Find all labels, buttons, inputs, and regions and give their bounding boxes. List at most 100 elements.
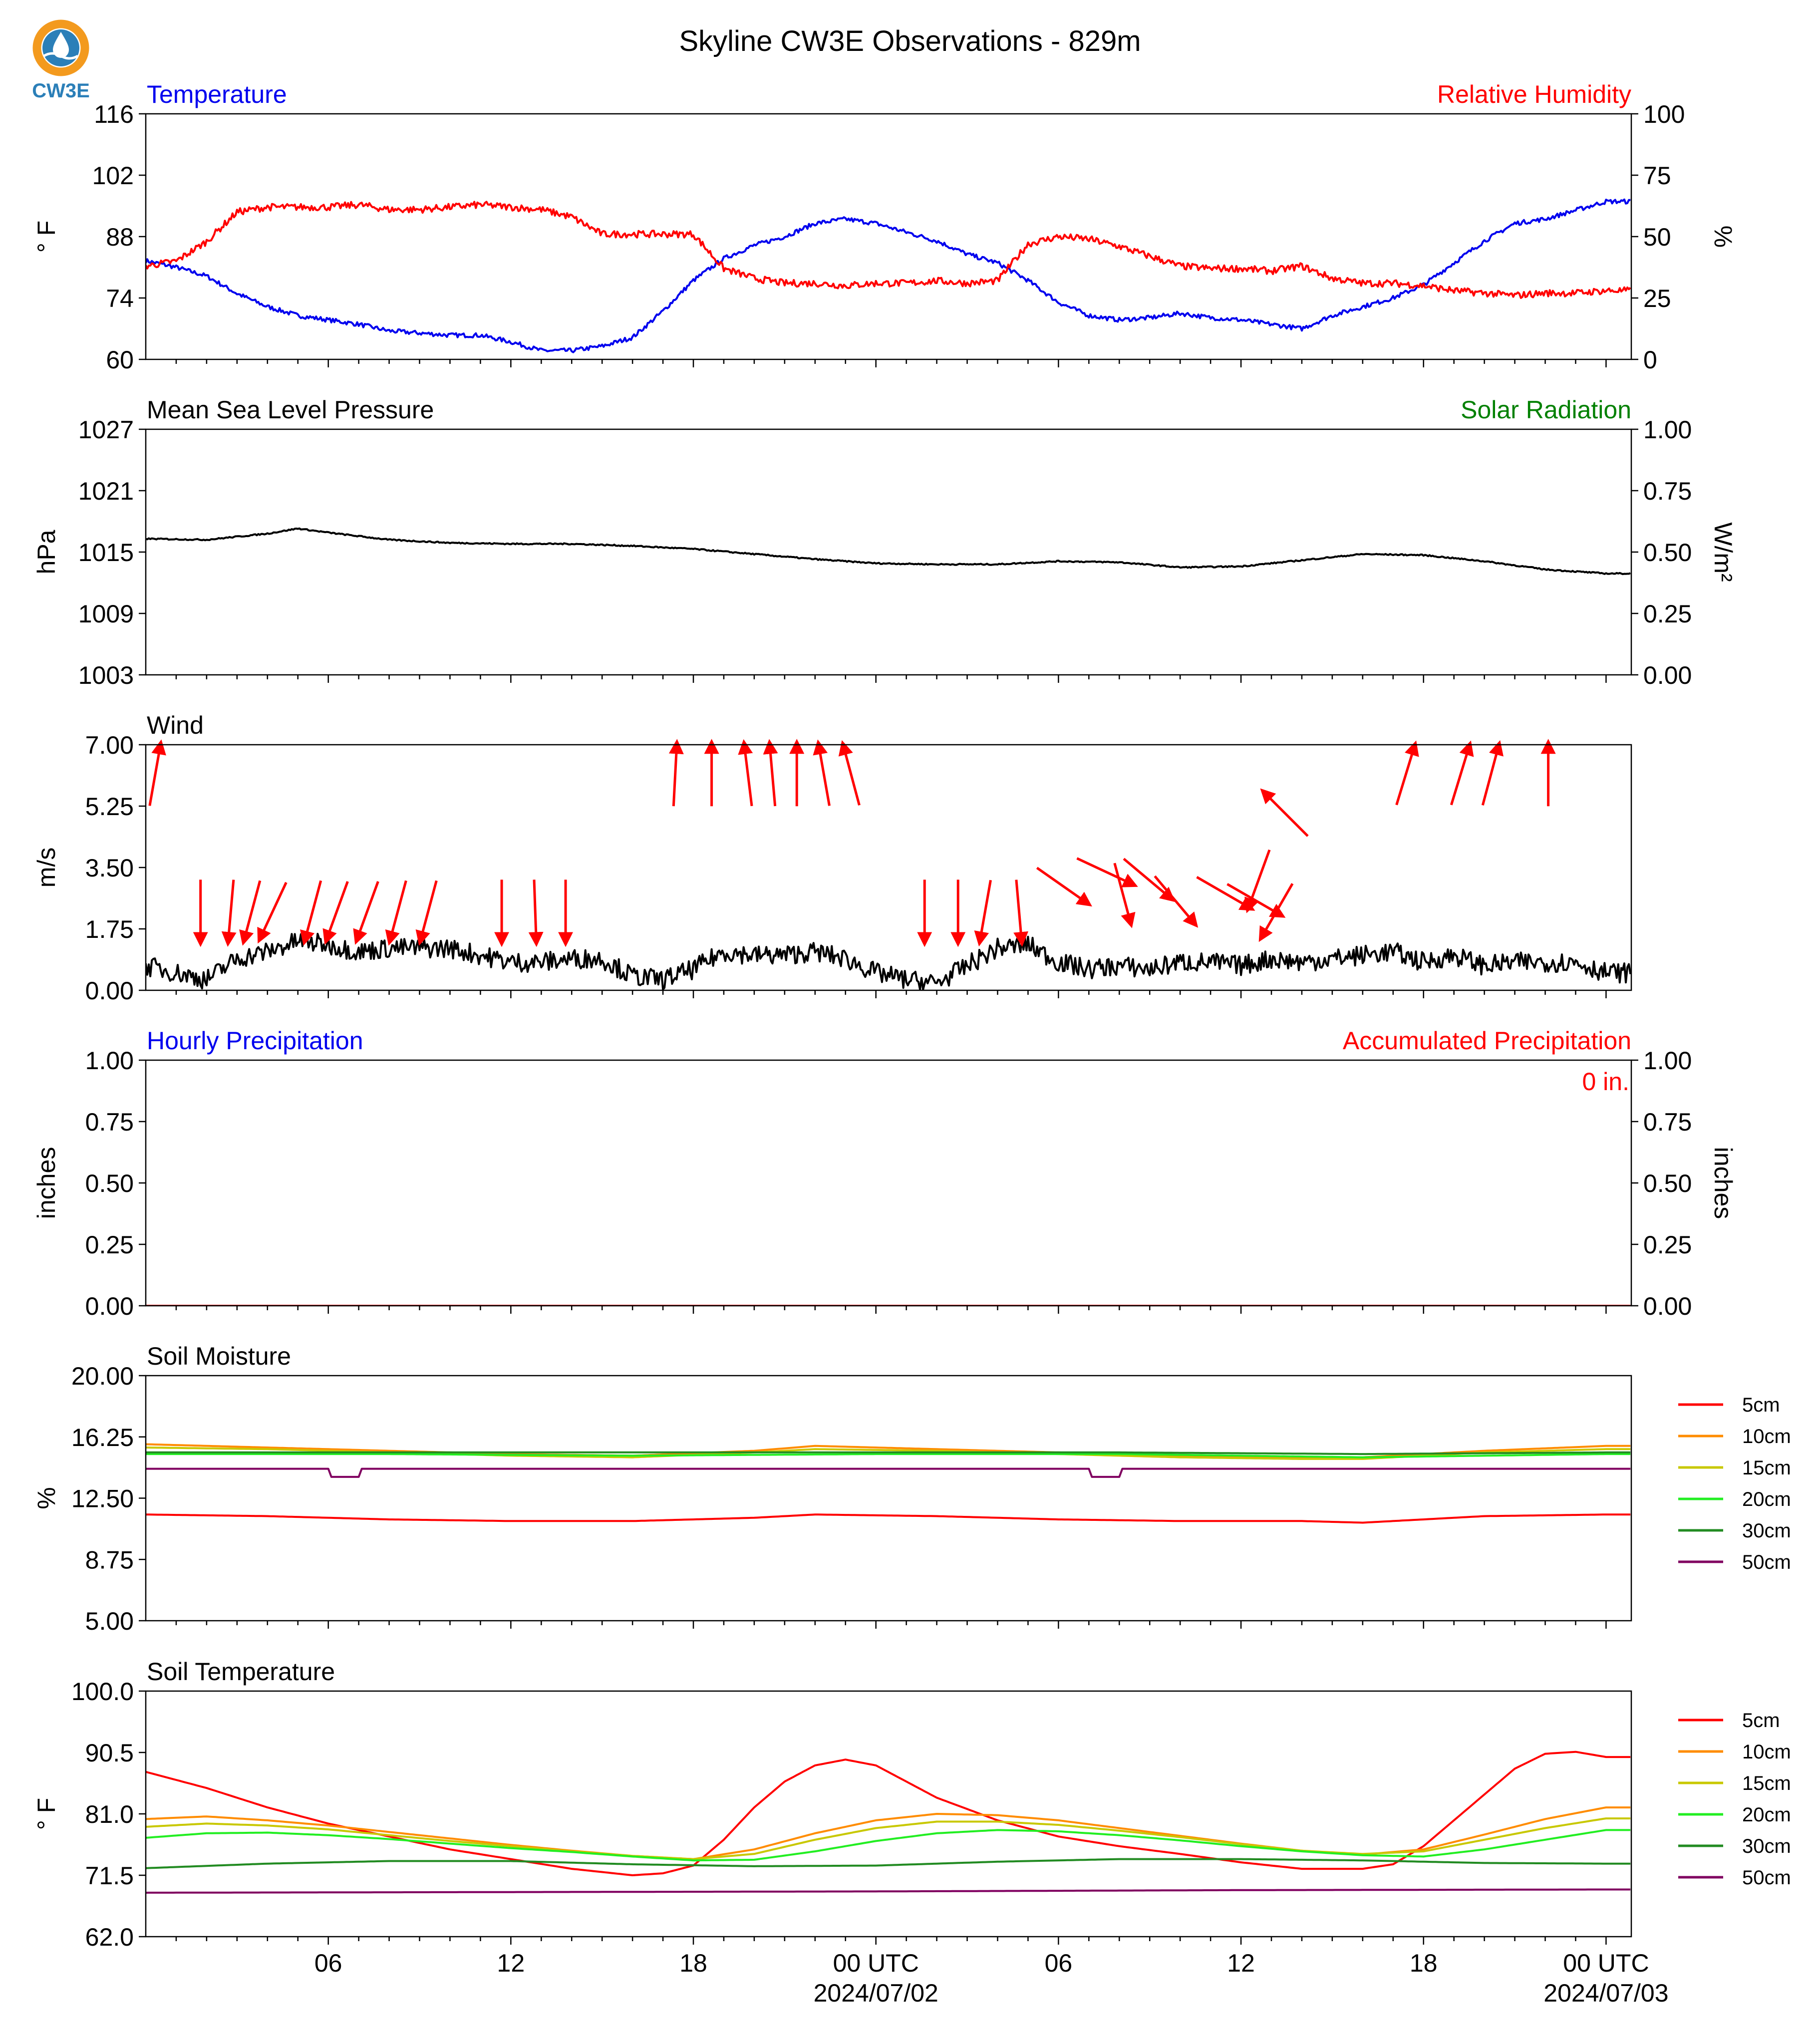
legend-label: 30cm: [1742, 1835, 1791, 1857]
y-tick-label-right: 0.75: [1643, 477, 1692, 505]
date-label: 2024/07/03: [1543, 1979, 1668, 2007]
wind-direction-arrow: [1036, 867, 1092, 907]
wind-direction-arrow: [668, 739, 684, 807]
panel-title-left: Mean Sea Level Pressure: [147, 396, 434, 424]
y-tick-label: 100.0: [71, 1678, 134, 1706]
time-tick-label: 12: [1227, 1949, 1255, 1977]
wind-direction-arrow: [813, 739, 831, 806]
wind-direction-arrow: [322, 881, 349, 945]
time-tick-label: 18: [1410, 1949, 1438, 1977]
y-tick-label: 0.50: [85, 1169, 134, 1197]
y-axis-label: ° F: [32, 221, 60, 253]
panel-precip: 0.00 0.25 0.50 0.75 1.00 0.00 0.25 0.50 0.75 1.00…: [32, 1027, 1737, 1320]
legend-label: 5cm: [1742, 1394, 1780, 1416]
y-tick-label: 1027: [78, 416, 134, 444]
panel-soil_temp: 62.0 71.5 81.0 90.5 100.0 ° F Soil Temperature…: [32, 1658, 1791, 1951]
y-tick-label-right: 0.50: [1643, 539, 1692, 567]
time-tick-label: 00 UTC: [833, 1949, 919, 1977]
legend: 5cm 10cm 15cm 20cm 30cm 50cm: [1678, 1394, 1791, 1573]
time-tick-label: 06: [1045, 1949, 1073, 1977]
y-tick-label: 62.0: [85, 1923, 134, 1951]
series-line-relative-humidity: [146, 201, 1631, 299]
series-line-5cm: [146, 1513, 1631, 1524]
legend-label: 30cm: [1742, 1520, 1791, 1542]
y-tick-label: 1015: [78, 539, 134, 567]
y-tick-label-right: 0.25: [1643, 600, 1692, 628]
figure-title: Skyline CW3E Observations - 829m: [679, 25, 1141, 57]
wind-direction-arrow: [300, 880, 322, 946]
y-tick-label: 1.00: [85, 1047, 134, 1075]
series-line-30cm: [146, 1451, 1631, 1455]
date-label: 2024/07/02: [814, 1979, 938, 2007]
y-tick-label-right: 1.00: [1643, 416, 1692, 444]
panel-frame: [145, 113, 1632, 360]
series-lines: [146, 1750, 1631, 1894]
logo-ring: [32, 19, 89, 76]
y-tick-label: 88: [106, 223, 134, 251]
series-line-5cm: [146, 1750, 1631, 1876]
wind-direction-arrow: [353, 881, 379, 945]
series-line-30cm: [146, 1858, 1631, 1869]
wind-arrows: [148, 739, 1556, 947]
wind-direction-arrow: [1481, 740, 1504, 806]
y-tick-label-right: 0.00: [1643, 1292, 1692, 1320]
y-tick-label-right: 100: [1643, 100, 1685, 128]
legend: 5cm 10cm 15cm 20cm 30cm 50cm: [1678, 1710, 1791, 1889]
y-tick-label: 1021: [78, 477, 134, 505]
panel-pressure: 1003 1009 1015 1021 1027 0.00 0.25 0.50 0.75 1.00…: [32, 396, 1737, 689]
y-tick-label: 116: [94, 100, 134, 128]
logo-text: CW3E: [32, 80, 90, 102]
legend-label: 15cm: [1742, 1772, 1791, 1794]
series-line-wind-speed: [146, 932, 1631, 990]
y-tick-label: 1.75: [85, 915, 134, 943]
y-tick-label: 7.00: [85, 731, 134, 759]
y-tick-label: 8.75: [85, 1546, 134, 1574]
panel-title-left: Wind: [147, 711, 204, 739]
y-tick-label-right: 0.75: [1643, 1108, 1692, 1136]
legend-label: 50cm: [1742, 1551, 1791, 1573]
y-tick-label-right: 0.25: [1643, 1231, 1692, 1259]
y-tick-label: 1009: [78, 600, 134, 628]
legend-label: 15cm: [1742, 1457, 1791, 1479]
legend-label: 5cm: [1742, 1710, 1780, 1732]
panel-frame: [145, 1059, 1632, 1307]
wind-direction-arrow: [1196, 876, 1255, 911]
wind-direction-arrow: [239, 880, 262, 946]
series-line-50cm: [146, 1467, 1631, 1478]
y-tick-label: 5.00: [85, 1607, 134, 1635]
y-tick-label: 20.00: [71, 1362, 134, 1390]
series-lines: [146, 932, 1631, 990]
series-lines: [146, 1443, 1631, 1524]
y-axis-label: inches: [32, 1147, 60, 1219]
wind-direction-arrow: [838, 740, 861, 806]
series-line-20cm: [146, 1829, 1631, 1862]
y-axis-label-right: inches: [1709, 1147, 1737, 1219]
y-tick-label: 1003: [78, 661, 134, 689]
y-tick-label: 12.50: [71, 1485, 134, 1513]
y-axis-label: ° F: [32, 1798, 60, 1830]
series-line-20cm: [146, 1453, 1631, 1458]
legend-label: 20cm: [1742, 1488, 1791, 1510]
legend-label: 20cm: [1742, 1804, 1791, 1826]
y-tick-label: 0.00: [85, 1292, 134, 1320]
y-tick-label-right: 0.50: [1643, 1169, 1692, 1197]
wind-direction-arrow: [385, 880, 407, 946]
y-tick-label: 71.5: [85, 1862, 134, 1890]
panel-title-right: Solar Radiation: [1461, 396, 1631, 424]
wind-direction-arrow: [1123, 858, 1176, 902]
wind-direction-arrow: [763, 739, 778, 807]
wind-direction-arrow: [148, 739, 166, 806]
time-tick-label: 06: [314, 1949, 342, 1977]
y-tick-label: 60: [106, 346, 134, 374]
y-tick-label-right: 75: [1643, 162, 1671, 190]
panel-title-left: Temperature: [147, 80, 287, 108]
wind-direction-arrow: [221, 879, 237, 947]
panel-frame: [145, 1375, 1632, 1622]
y-tick-label: 5.25: [85, 793, 134, 821]
panel-frame: [145, 1690, 1632, 1938]
y-tick-label: 74: [106, 285, 134, 312]
wind-direction-arrow: [257, 881, 288, 944]
y-tick-label-right: 0.00: [1643, 661, 1692, 689]
series-lines: [146, 198, 1631, 353]
